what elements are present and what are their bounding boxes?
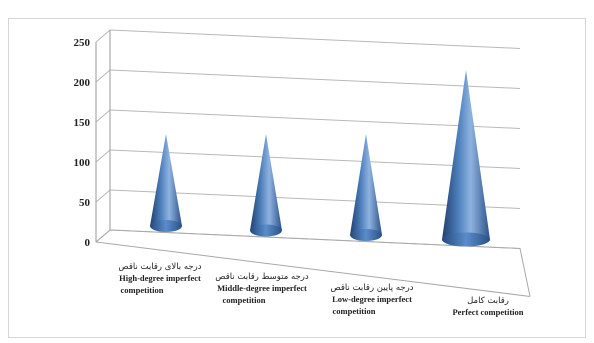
gridline-side bbox=[95, 149, 111, 163]
category-label-fa: درجه پایین رقابت ناقص bbox=[330, 283, 413, 293]
y-tick-label: 50 bbox=[79, 197, 91, 209]
category-label-fa: درجه بالای رقابت ناقص bbox=[118, 262, 201, 272]
floor-edge bbox=[95, 229, 531, 297]
category-label-en: Middle-degree imperfect bbox=[217, 283, 307, 293]
category-label-en: High-degree imperfect bbox=[119, 273, 201, 283]
gridline-side bbox=[95, 69, 111, 83]
y-tick-label: 200 bbox=[74, 77, 91, 89]
floor-front-edge bbox=[95, 241, 531, 297]
cone-body bbox=[250, 134, 282, 231]
axes bbox=[95, 30, 531, 297]
gridline-side bbox=[95, 109, 111, 123]
cone-body bbox=[442, 70, 490, 240]
category-label-fa: درجه متوسط رقابت ناقص bbox=[215, 272, 309, 282]
category-label-en-line2: competition bbox=[223, 295, 266, 305]
category-label-en-line2: competition bbox=[333, 306, 376, 316]
cone-base bbox=[350, 229, 382, 241]
cone-4 bbox=[442, 70, 490, 247]
cone-base bbox=[250, 224, 282, 237]
cone-body bbox=[150, 134, 182, 226]
cone-body bbox=[350, 134, 382, 235]
y-tick-labels: 0 50 100 150 200 250 bbox=[74, 37, 91, 249]
cone-2 bbox=[250, 134, 282, 237]
gridline bbox=[109, 69, 521, 89]
category-label-en: Low-degree imperfect bbox=[332, 294, 412, 304]
y-tick-label: 0 bbox=[85, 237, 91, 249]
category-label-fa: رقابت کامل bbox=[467, 296, 509, 306]
gridline-side bbox=[95, 189, 111, 203]
y-tick-label: 100 bbox=[74, 157, 91, 169]
category-label-en-line2: competition bbox=[121, 285, 164, 295]
y-tick-label: 150 bbox=[74, 117, 91, 129]
cones bbox=[150, 70, 490, 247]
cone-base bbox=[442, 232, 490, 247]
cone-1 bbox=[150, 134, 182, 232]
cone-3 bbox=[350, 134, 382, 241]
gridline bbox=[109, 29, 521, 49]
gridline bbox=[109, 109, 521, 129]
cone-base bbox=[150, 220, 182, 232]
gridline-side bbox=[95, 29, 111, 43]
chart-frame bbox=[8, 18, 586, 338]
category-label-en: Perfect competition bbox=[452, 307, 523, 317]
gridline bbox=[109, 149, 521, 169]
y-tick-label: 250 bbox=[74, 37, 91, 49]
